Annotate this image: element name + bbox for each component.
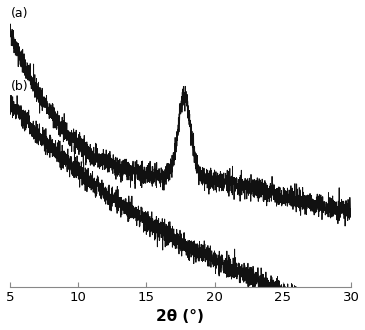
Text: (b): (b)	[11, 80, 28, 93]
X-axis label: 2θ (°): 2θ (°)	[157, 310, 204, 324]
Text: (a): (a)	[11, 7, 28, 20]
